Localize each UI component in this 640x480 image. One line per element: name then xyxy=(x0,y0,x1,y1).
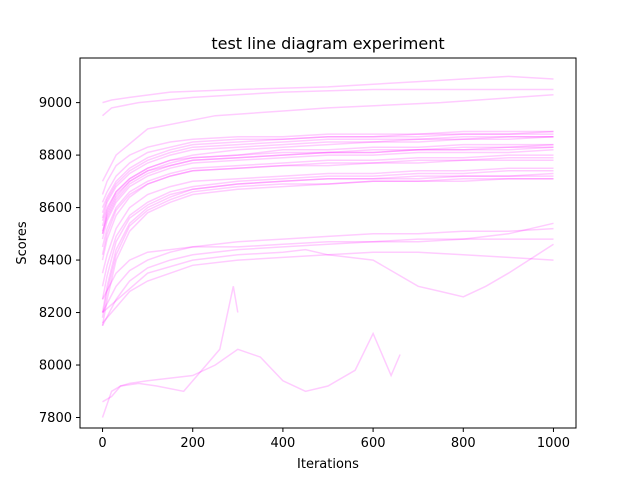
series-line-run-main-17 xyxy=(101,175,554,300)
y-tick-label: 8800 xyxy=(39,149,72,164)
series-line-run-mid-4 xyxy=(101,251,554,324)
series-line-run-main-15 xyxy=(101,159,554,255)
series-line-run-mid-2 xyxy=(101,238,554,327)
series-line-run-main-19 xyxy=(101,130,554,195)
series-line-run-main-3 xyxy=(101,135,554,221)
series-line-run-main-9 xyxy=(101,135,554,219)
series-line-run-main-14 xyxy=(101,143,554,227)
series-line-run-low-1 xyxy=(101,331,401,418)
y-tick-label: 9000 xyxy=(39,96,72,111)
series-line-run-main-6 xyxy=(101,167,554,274)
y-tick-label: 7800 xyxy=(39,411,72,426)
plot-frame xyxy=(79,57,577,429)
series-line-run-mid-3 xyxy=(101,222,554,300)
series-line-run-main-11 xyxy=(101,149,554,240)
series-line-run-main-4 xyxy=(101,156,554,261)
x-tick-label: 800 xyxy=(451,436,476,451)
y-tick-label: 8200 xyxy=(39,306,72,321)
x-tick-label: 0 xyxy=(98,436,106,451)
y-tick-label: 8600 xyxy=(39,201,72,216)
series-line-run-high-2 xyxy=(102,88,554,117)
series-line-run-main-7 xyxy=(101,143,554,234)
x-tick-label: 400 xyxy=(270,436,295,451)
series-line-run-dip xyxy=(102,243,554,314)
series-line-run-main-5 xyxy=(101,130,554,208)
x-axis-label: Iterations xyxy=(297,457,359,472)
series-line-run-high-1 xyxy=(102,75,554,104)
series-line-run-main-13 xyxy=(101,177,554,326)
y-axis-label: Scores xyxy=(15,221,30,264)
series-line-run-main-12 xyxy=(101,133,554,203)
series-line-run-main-16 xyxy=(101,135,554,214)
series-line-run-mid-1 xyxy=(101,227,554,313)
y-tick-label: 8000 xyxy=(39,359,72,374)
series-line-run-high-3 xyxy=(101,93,554,182)
y-axis: 7800 8000 8200 8400 8600 8800 9000 xyxy=(39,96,80,426)
series-line-run-main-1 xyxy=(101,146,554,235)
series-line-run-main-2 xyxy=(101,154,554,248)
y-tick-label: 8400 xyxy=(39,254,72,269)
series-line-run-low-2 xyxy=(102,286,239,403)
series-line-run-main-8 xyxy=(101,170,554,287)
chart-title: test line diagram experiment xyxy=(211,34,444,53)
x-tick-label: 200 xyxy=(180,436,205,451)
series-line-run-main-10 xyxy=(101,172,554,313)
series-line-run-main-20 xyxy=(101,177,554,318)
x-tick-label: 600 xyxy=(361,436,386,451)
x-axis: 0 200 400 600 800 1000 xyxy=(98,428,570,451)
series-lines xyxy=(101,75,554,418)
x-tick-label: 1000 xyxy=(537,436,570,451)
series-line-run-main-18 xyxy=(101,146,554,232)
